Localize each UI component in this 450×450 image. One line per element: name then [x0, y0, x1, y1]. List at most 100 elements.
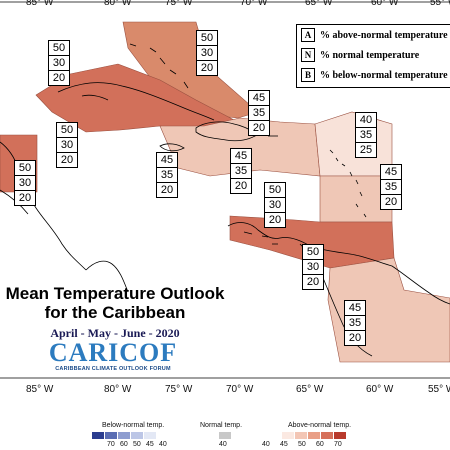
scale-swatch-above	[308, 432, 320, 439]
scale-tick-below: 40	[159, 441, 167, 448]
legend-row-below: B % below-normal temperature	[297, 65, 450, 85]
legend-key-n: N	[301, 48, 315, 62]
lon-label-75w: 75° W	[165, 0, 193, 8]
scale-tick-below: 60	[120, 441, 128, 448]
lon-label-80w-bottom: 80° W	[104, 384, 132, 395]
prob-normal: 35	[356, 128, 376, 143]
prob-normal: 35	[345, 316, 365, 331]
scale-normal-label: Normal temp.	[200, 422, 243, 429]
prob-above: 50	[15, 161, 35, 176]
prob-normal: 35	[381, 180, 401, 195]
prob-below: 20	[160, 184, 174, 196]
scale-tick-below: 50	[133, 441, 141, 448]
prob-normal: 30	[303, 260, 323, 275]
prob-normal: 35	[231, 164, 251, 179]
prob-box-colombia-coast: 50 30 20	[264, 182, 286, 228]
legend-key-a: A	[301, 28, 315, 42]
scale-tick-above: 50	[298, 441, 306, 448]
prob-above: 45	[157, 153, 177, 168]
prob-below: 20	[268, 214, 282, 226]
prob-box-windward: 45 35 20	[380, 164, 402, 210]
prob-below: 20	[384, 196, 398, 208]
scale-tick-above: 60	[316, 441, 324, 448]
scale-tick-above: 70	[334, 441, 342, 448]
prob-below: 20	[52, 72, 66, 84]
logo-name: CARICOF	[48, 338, 178, 367]
prob-normal: 30	[265, 198, 285, 213]
prob-below: 20	[252, 122, 266, 134]
prob-normal: 30	[15, 176, 35, 191]
prob-below: 20	[306, 276, 320, 288]
prob-box-turks-caicos: 45 35 20	[248, 90, 270, 136]
scale-below-label: Below-normal temp.	[102, 422, 165, 429]
prob-below: 20	[348, 332, 362, 344]
scale-tick-above: 45	[280, 441, 288, 448]
prob-above: 50	[265, 183, 285, 198]
prob-below: 20	[60, 154, 74, 166]
lon-label-60w-bottom: 60° W	[366, 384, 394, 395]
prob-above: 40	[356, 113, 376, 128]
prob-below: 20	[200, 62, 214, 74]
lon-label-80w: 80° W	[104, 0, 132, 8]
prob-box-jamaica: 45 35 20	[156, 152, 178, 198]
scale-swatch-above	[321, 432, 333, 439]
legend-row-normal: N % normal temperature	[297, 45, 450, 65]
scale-tick-below: 45	[146, 441, 154, 448]
prob-box-leeward: 40 35 25	[355, 112, 377, 158]
prob-above: 50	[197, 31, 217, 46]
scale-tick-normal: 40	[219, 441, 227, 448]
scale-swatch-below	[131, 432, 143, 439]
prob-box-western-cuba: 50 30 20	[56, 122, 78, 168]
scale-swatch-normal	[219, 432, 231, 439]
legend-row-above: A % above-normal temperature	[297, 25, 450, 45]
prob-box-hispaniola: 45 35 20	[230, 148, 252, 194]
map-legend: A % above-normal temperature N % normal …	[296, 24, 450, 88]
scale-swatch-above	[295, 432, 307, 439]
prob-above: 50	[303, 245, 323, 260]
lon-label-70w-bottom: 70° W	[226, 384, 254, 395]
lon-label-55w: 55° W	[430, 0, 450, 8]
scale-swatch-above	[334, 432, 346, 439]
prob-below: 20	[234, 180, 248, 192]
legend-text-normal: % normal temperature	[320, 49, 420, 61]
prob-above: 50	[57, 123, 77, 138]
prob-above: 45	[381, 165, 401, 180]
map-period: April - May - June - 2020	[50, 326, 180, 340]
prob-above: 45	[345, 301, 365, 316]
prob-above: 50	[49, 41, 69, 56]
legend-text-below: % below-normal temperature	[320, 69, 448, 81]
lon-label-65w: 65° W	[305, 0, 333, 8]
prob-box-guianas: 45 35 20	[344, 300, 366, 346]
caricof-logo: CARICOF CARIBBEAN CLIMATE OUTLOOK FORUM	[48, 338, 178, 373]
prob-above: 45	[249, 91, 269, 106]
prob-above: 45	[231, 149, 251, 164]
prob-normal: 30	[49, 56, 69, 71]
lon-label-70w: 70° W	[240, 0, 268, 8]
prob-normal: 30	[57, 138, 77, 153]
legend-key-b: B	[301, 68, 315, 82]
scale-tick-below: 70	[107, 441, 115, 448]
logo-tagline: CARIBBEAN CLIMATE OUTLOOK FORUM	[55, 366, 171, 372]
prob-normal: 30	[197, 46, 217, 61]
prob-box-cuba: 50 30 20	[48, 40, 70, 86]
color-scale: Below-normal temp. Normal temp. Above-no…	[0, 418, 450, 450]
lon-label-85w: 85° W	[26, 0, 54, 8]
legend-text-above: % above-normal temperature	[320, 29, 448, 41]
scale-swatch-below	[92, 432, 104, 439]
lon-label-65w-bottom: 65° W	[296, 384, 324, 395]
lon-label-60w: 60° W	[371, 0, 399, 8]
map-title-line2: for the Caribbean	[44, 303, 186, 322]
prob-below: 20	[18, 192, 32, 204]
scale-swatch-above	[282, 432, 294, 439]
title-block: Mean Temperature Outlook for the Caribbe…	[0, 284, 230, 341]
scale-tick-above: 40	[262, 441, 270, 448]
prob-box-bahamas: 50 30 20	[196, 30, 218, 76]
scale-above-label: Above-normal temp.	[288, 422, 352, 429]
lon-label-85w-bottom: 85° W	[26, 384, 54, 395]
prob-normal: 35	[157, 168, 177, 183]
lon-label-55w-bottom: 55° W	[428, 384, 450, 395]
prob-below: 25	[359, 144, 373, 156]
prob-box-belize: 50 30 20	[14, 160, 36, 206]
lon-label-75w-bottom: 75° W	[165, 384, 193, 395]
map-title: Mean Temperature Outlook	[5, 284, 225, 303]
